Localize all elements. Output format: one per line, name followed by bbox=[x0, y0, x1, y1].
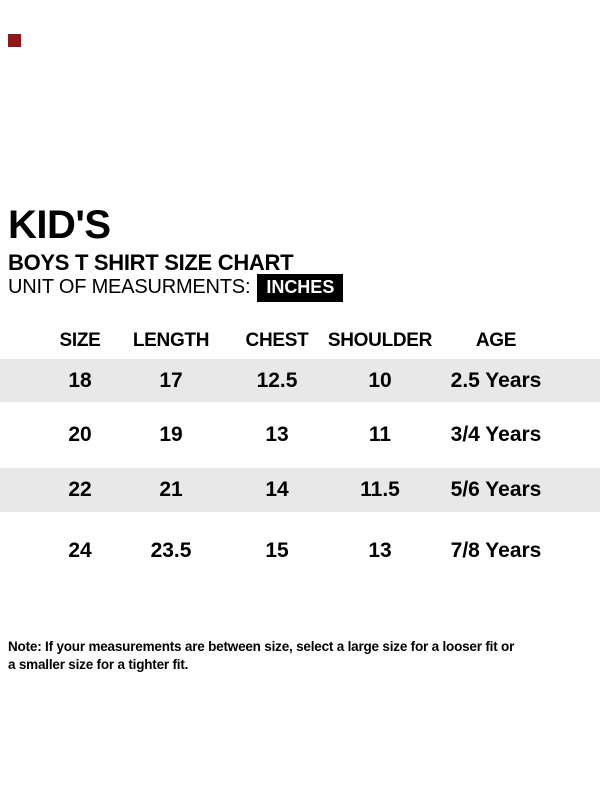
cell-age: 7/8 Years bbox=[450, 539, 542, 562]
cell-shoulder: 11.5 bbox=[360, 478, 400, 501]
cell-length: 17 bbox=[159, 369, 183, 392]
table-row: 24 23.5 15 13 7/8 Years bbox=[0, 512, 600, 590]
page-title: KID'S bbox=[8, 203, 111, 247]
cell-age: 5/6 Years bbox=[450, 478, 542, 501]
table-row: 22 21 14 11.5 5/6 Years bbox=[0, 468, 600, 512]
cell-length: 21 bbox=[159, 478, 183, 501]
note-line-2: a smaller size for a tighter fit. bbox=[8, 657, 189, 672]
cell-age: 3/4 Years bbox=[450, 423, 542, 446]
column-header-size: SIZE bbox=[59, 330, 101, 351]
cell-length: 23.5 bbox=[150, 539, 192, 562]
cell-size: 20 bbox=[68, 423, 92, 446]
red-marker bbox=[8, 34, 21, 47]
cell-chest: 14 bbox=[265, 478, 289, 501]
table-header-row: SIZE LENGTH CHEST SHOULDER AGE bbox=[0, 322, 600, 359]
column-header-age: AGE bbox=[475, 330, 517, 351]
table-row: 20 19 13 11 3/4 Years bbox=[0, 402, 600, 468]
note-text: Note: If your measurements are between s… bbox=[8, 638, 514, 674]
unit-label: UNIT OF MEASURMENTS: bbox=[8, 276, 251, 298]
unit-of-measurement-row: UNIT OF MEASURMENTS: INCHES bbox=[8, 273, 344, 302]
unit-badge: INCHES bbox=[257, 273, 344, 302]
table-row: 18 17 12.5 10 2.5 Years bbox=[0, 359, 600, 402]
cell-chest: 15 bbox=[265, 539, 289, 562]
cell-shoulder: 13 bbox=[368, 539, 392, 562]
cell-size: 18 bbox=[68, 369, 92, 392]
column-header-shoulder: SHOULDER bbox=[327, 330, 433, 351]
cell-size: 22 bbox=[68, 478, 92, 501]
page-subtitle: BOYS T SHIRT SIZE CHART bbox=[8, 250, 294, 275]
cell-age: 2.5 Years bbox=[450, 369, 542, 392]
note-line-1: Note: If your measurements are between s… bbox=[8, 639, 515, 654]
cell-shoulder: 10 bbox=[368, 369, 392, 392]
cell-length: 19 bbox=[159, 423, 183, 446]
cell-chest: 12.5 bbox=[256, 369, 298, 392]
cell-size: 24 bbox=[68, 539, 92, 562]
column-header-length: LENGTH bbox=[132, 330, 210, 351]
cell-shoulder: 11 bbox=[368, 423, 392, 446]
cell-chest: 13 bbox=[265, 423, 289, 446]
column-header-chest: CHEST bbox=[245, 330, 309, 351]
